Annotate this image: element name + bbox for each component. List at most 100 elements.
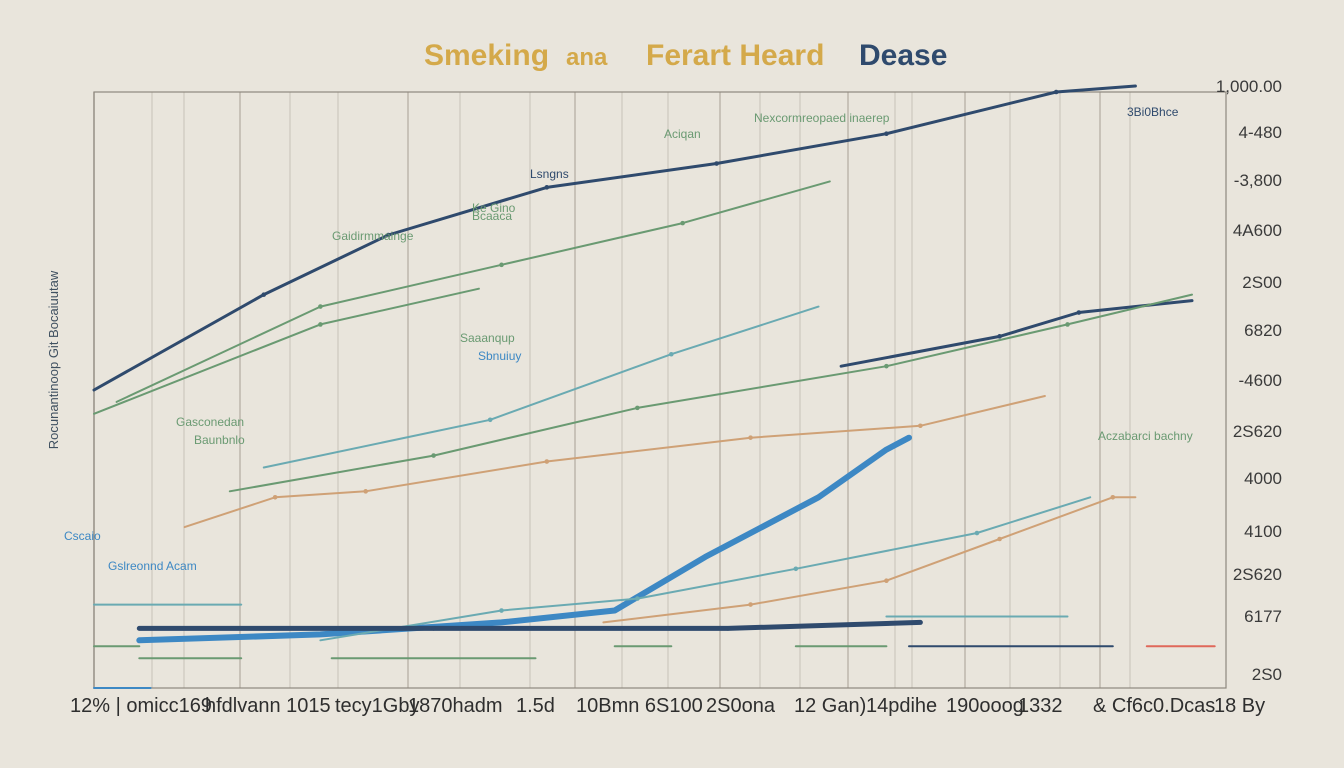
data-point xyxy=(669,351,674,357)
annotation-label: Gasconedan xyxy=(176,415,244,429)
y-axis-label: Rocunantinoop Git Bocaiuutaw xyxy=(46,270,61,449)
data-point xyxy=(702,554,708,560)
series-line xyxy=(319,496,1092,642)
title-part-4: Dease xyxy=(859,39,947,72)
x-tick-label: 14pdihe xyxy=(866,695,937,717)
annotation-label: Aczabarci bachny xyxy=(1098,429,1193,443)
series-line xyxy=(136,434,912,644)
series-lines xyxy=(92,84,1216,689)
series-line xyxy=(228,293,1193,493)
data-point xyxy=(499,262,504,268)
data-point xyxy=(635,596,640,601)
annotation-label: Nexcormreopaed inaerep xyxy=(754,111,890,125)
data-point xyxy=(714,161,719,166)
data-point xyxy=(318,632,323,637)
data-point xyxy=(1053,89,1059,95)
series-line xyxy=(262,305,820,469)
data-point xyxy=(544,185,550,190)
x-tick-label: hfdlvann 1015 xyxy=(205,695,331,717)
data-point xyxy=(635,405,640,411)
data-point xyxy=(544,459,550,464)
data-point xyxy=(261,292,267,297)
data-point xyxy=(318,304,323,309)
series-line xyxy=(136,619,923,631)
data-point xyxy=(487,417,493,423)
data-point xyxy=(431,626,436,631)
x-tick-label: 12 Gan) xyxy=(794,695,866,717)
x-tick-label: 1.5d xyxy=(516,695,555,717)
y-tick-label: -3,800 xyxy=(1234,171,1282,190)
annotation-label: Sbnuiuy xyxy=(478,349,521,363)
data-point xyxy=(431,453,436,458)
y-tick-label: 4000 xyxy=(1244,469,1282,488)
data-point xyxy=(918,423,923,429)
annotation-label: 3Bi0Bhce xyxy=(1127,105,1179,119)
x-tick-label: 18 By xyxy=(1214,695,1265,717)
y-tick-labels: 1,000.00 4-480 -3,800 4A600 2S00 6820 -4600 2S6… xyxy=(1216,77,1282,684)
data-point xyxy=(386,232,391,238)
x-tick-label: 1870hadm xyxy=(408,695,503,717)
x-tick-label: 1332 xyxy=(1018,695,1063,717)
annotation-label: Aciqan xyxy=(664,127,701,141)
data-point xyxy=(884,578,889,584)
y-tick-label: 2S620 xyxy=(1233,422,1282,441)
series-line xyxy=(602,496,1137,624)
annotation-label: Ke Gino xyxy=(472,201,516,215)
x-tick-label: tecy1Gby xyxy=(335,695,419,717)
data-point xyxy=(499,608,504,613)
annotation-label: Baunbnlo xyxy=(194,433,245,447)
data-point xyxy=(997,334,1002,339)
plot-frame xyxy=(93,91,1227,689)
grid xyxy=(93,91,1227,689)
annotation-label: Bcaaca xyxy=(472,209,512,223)
annotation-label: Gaidirmmainge xyxy=(332,229,414,243)
data-point xyxy=(884,363,889,369)
y-tick-label: 6820 xyxy=(1244,321,1282,340)
y-tick-label: 2S0 xyxy=(1252,665,1282,684)
data-point xyxy=(884,131,889,137)
series-line xyxy=(92,84,1137,392)
y-tick-label: 1,000.00 xyxy=(1216,77,1282,96)
data-point xyxy=(1065,322,1070,327)
x-tick-label: 190ooog xyxy=(946,695,1024,717)
y-tick-label: 2S00 xyxy=(1242,273,1282,292)
title-part-1: Smeking xyxy=(424,39,549,72)
data-point xyxy=(974,530,980,536)
data-point xyxy=(793,566,799,572)
y-tick-label: 4-480 xyxy=(1239,123,1282,142)
annotation-label: Saaanqup xyxy=(460,331,515,345)
y-tick-label: 4100 xyxy=(1244,522,1282,541)
title-part-2: ana xyxy=(566,44,608,71)
data-point xyxy=(499,620,504,625)
y-tick-label: -4600 xyxy=(1239,371,1282,390)
series-line xyxy=(183,395,1046,529)
data-point xyxy=(363,489,368,494)
data-point xyxy=(725,626,731,631)
data-point xyxy=(272,494,278,500)
data-point xyxy=(748,602,753,607)
annotation-label: Gslreonnd Acam xyxy=(108,559,197,573)
data-point xyxy=(1076,310,1082,315)
chart-title: Smeking ana Ferart Heard Dease xyxy=(424,39,947,72)
y-tick-label: 6177 xyxy=(1244,607,1282,626)
x-tick-label: 10Bmn 6S100 xyxy=(576,695,703,717)
y-tick-label: 2S620 xyxy=(1233,565,1282,584)
data-point xyxy=(748,435,753,440)
title-part-3: Ferart Heard xyxy=(646,39,824,72)
annotation-label: Lsngns xyxy=(530,167,569,181)
x-tick-label: & Cf6c0.Dcas xyxy=(1093,695,1215,717)
data-point xyxy=(997,536,1002,542)
data-point xyxy=(680,220,685,226)
y-tick-label: 4A600 xyxy=(1233,221,1282,240)
series-line xyxy=(839,299,1194,368)
x-tick-label: 2S0ona xyxy=(706,695,776,717)
annotation-label: Cscaio xyxy=(64,529,101,543)
data-point xyxy=(318,322,323,327)
data-point xyxy=(816,494,821,500)
x-tick-label: 12% | omicc169 xyxy=(70,695,212,717)
data-point xyxy=(1110,494,1116,500)
data-point xyxy=(884,447,889,452)
